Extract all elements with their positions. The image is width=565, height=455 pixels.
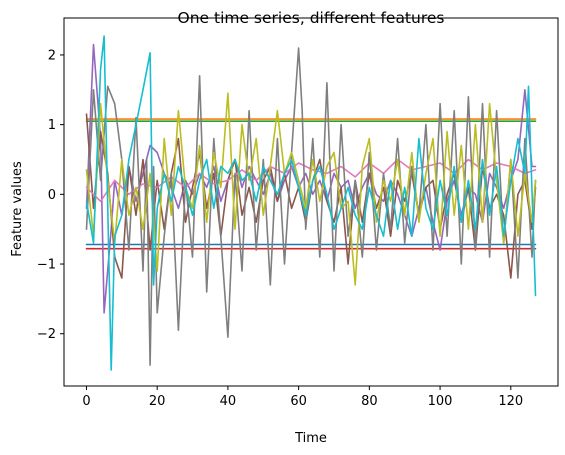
- x-tick-label: 0: [82, 394, 90, 409]
- y-tick-label: 1: [48, 118, 56, 133]
- y-tick-label: 0: [48, 188, 56, 203]
- y-axis: −2 −1 0 1 2: [37, 48, 64, 342]
- y-axis-label: Feature values: [10, 161, 25, 257]
- x-axis-label: Time: [294, 431, 327, 446]
- x-axis: 0 20 40 60 80 100 120: [82, 386, 523, 409]
- x-tick-label: 100: [428, 394, 453, 409]
- y-tick-label: −2: [37, 327, 56, 342]
- series-layer: [85, 35, 537, 371]
- x-tick-label: 20: [149, 394, 166, 409]
- series-line-10: [85, 35, 537, 371]
- series-line-8: [85, 47, 537, 366]
- y-tick-label: 2: [48, 48, 56, 63]
- plot-frame: [63, 17, 559, 387]
- x-tick-label: 40: [220, 394, 237, 409]
- x-tick-label: 60: [290, 394, 307, 409]
- y-tick-label: −1: [37, 258, 56, 273]
- x-tick-label: 80: [361, 394, 378, 409]
- x-tick-label: 120: [498, 394, 523, 409]
